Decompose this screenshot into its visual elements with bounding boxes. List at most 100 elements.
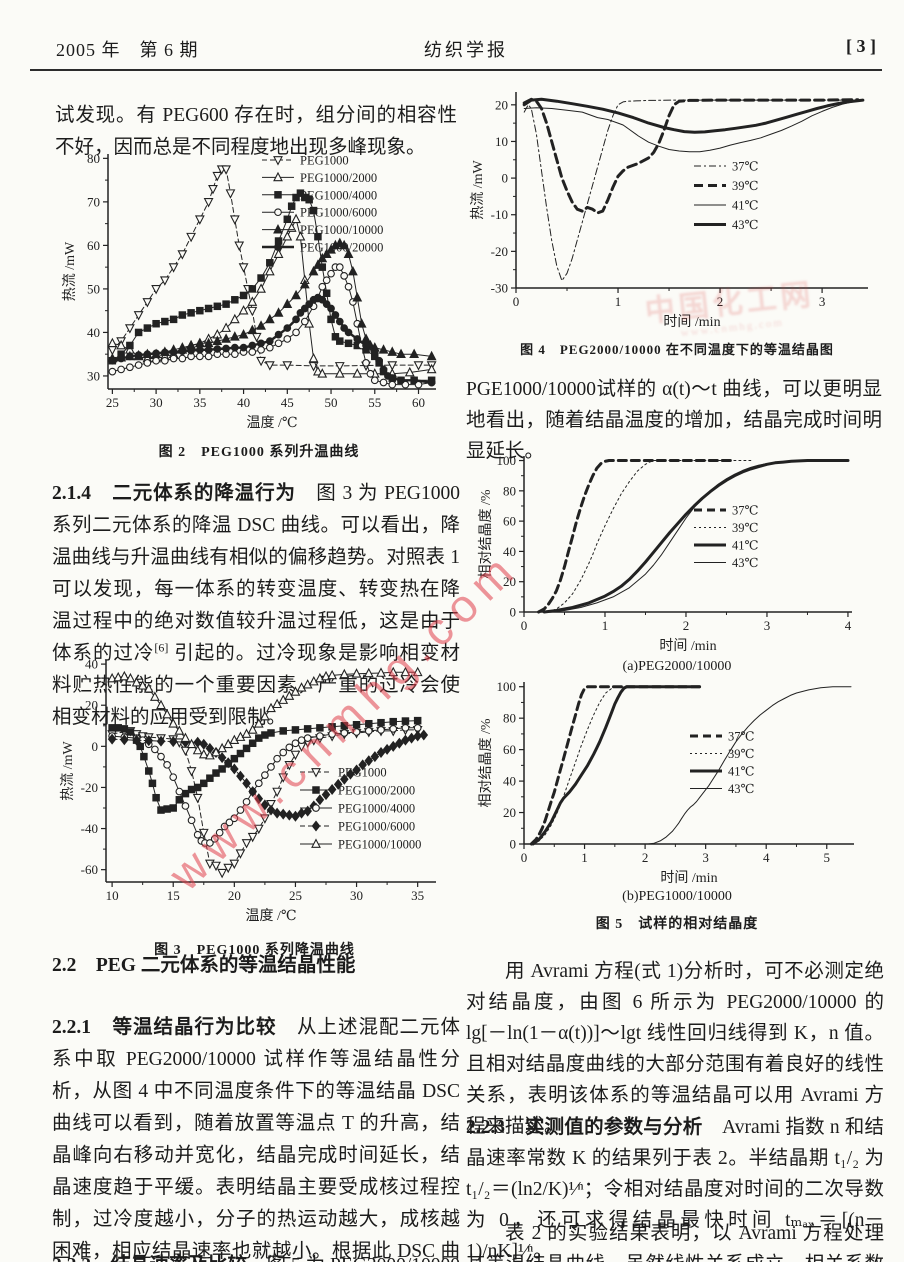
svg-text:PEG1000: PEG1000 bbox=[300, 154, 349, 168]
svg-text:热流 /mW: 热流 /mW bbox=[62, 241, 78, 301]
svg-text:20: 20 bbox=[503, 574, 516, 589]
svg-text:80: 80 bbox=[87, 151, 100, 166]
svg-text:41℃: 41℃ bbox=[732, 539, 759, 553]
sec214-heading: 2.1.4 二元体系的降温行为 bbox=[52, 482, 296, 504]
svg-text:0: 0 bbox=[502, 171, 509, 186]
svg-text:2: 2 bbox=[683, 618, 690, 633]
header-rule bbox=[30, 69, 882, 71]
svg-text:1: 1 bbox=[615, 294, 622, 309]
svg-text:2: 2 bbox=[642, 850, 649, 865]
svg-text:45: 45 bbox=[281, 395, 294, 410]
svg-text:0: 0 bbox=[92, 739, 99, 754]
svg-text:3: 3 bbox=[819, 294, 826, 309]
svg-text:60: 60 bbox=[412, 395, 425, 410]
fig2-chart: 25 30 35 40 45 50 55 60 30 40 50 60 70 80 温度 /℃ 热流 /mW P… bbox=[60, 142, 458, 439]
paragraph-avrami: 用 Avrami 方程(式 1)分析时，可不必测定绝对结晶度，由图 6 所示为 … bbox=[466, 960, 884, 1137]
svg-text:40: 40 bbox=[237, 395, 250, 410]
svg-text:40: 40 bbox=[85, 657, 98, 672]
svg-text:20: 20 bbox=[85, 698, 98, 713]
paragraph-sec222: 2.2.2 结晶速率及比较 图 5 为 PEG2000/10000及 bbox=[52, 1250, 460, 1262]
svg-text:PEG1000: PEG1000 bbox=[338, 766, 387, 780]
sec222-heading: 2.2.2 结晶速率及比较 bbox=[52, 1255, 247, 1262]
svg-text:PEG1000/6000: PEG1000/6000 bbox=[338, 820, 415, 834]
svg-text:100: 100 bbox=[497, 679, 517, 694]
paragraph-intro: 试发现。有 PEG600 存在时，组分间的相容性不好，因而总是不同程度地出现多峰… bbox=[55, 104, 457, 158]
svg-text:PEG1000/20000: PEG1000/20000 bbox=[300, 241, 383, 255]
svg-text:0: 0 bbox=[510, 605, 517, 620]
svg-text:20: 20 bbox=[495, 97, 508, 112]
sec221-text: 从上述混配二元体系中取 PEG2000/10000 试样作等温结晶性分析，从图 … bbox=[52, 1016, 460, 1262]
svg-text:10: 10 bbox=[106, 888, 119, 903]
svg-text:PEG1000/10000: PEG1000/10000 bbox=[338, 838, 421, 852]
svg-text:0: 0 bbox=[521, 618, 528, 633]
svg-text:50: 50 bbox=[87, 281, 100, 296]
svg-text:25: 25 bbox=[106, 395, 119, 410]
svg-text:-10: -10 bbox=[491, 207, 508, 222]
svg-text:39℃: 39℃ bbox=[732, 521, 759, 535]
svg-text:40: 40 bbox=[87, 325, 100, 340]
svg-text:相对结晶度 /%: 相对结晶度 /% bbox=[478, 489, 494, 578]
svg-text:43℃: 43℃ bbox=[732, 218, 759, 232]
svg-text:热流 /mW: 热流 /mW bbox=[60, 740, 76, 800]
svg-text:-20: -20 bbox=[81, 780, 98, 795]
fig3-caption: 图 3 PEG1000 系列降温曲线 bbox=[154, 943, 355, 958]
fig5b-subcaption: (b)PEG1000/10000 bbox=[622, 889, 732, 904]
svg-text:39℃: 39℃ bbox=[728, 747, 755, 761]
fig2-caption: 图 2 PEG1000 系列升温曲线 bbox=[158, 445, 360, 460]
figure-5b: 0 1 2 3 4 5 0 20 40 60 80 100 时间 /min 相对结晶度 /% 37℃ 39℃ 4… bbox=[472, 674, 882, 933]
svg-text:30: 30 bbox=[87, 368, 100, 383]
svg-text:20: 20 bbox=[503, 805, 516, 820]
svg-text:-40: -40 bbox=[81, 821, 98, 836]
svg-text:1: 1 bbox=[581, 850, 588, 865]
figure-5a: 0 1 2 3 4 0 20 40 60 80 100 时间 /min 相对结晶度 /% 37℃ 39℃ 41… bbox=[472, 448, 882, 675]
page-header: 2005 年 第 6 期 纺织学报 [ 3 ] bbox=[56, 36, 876, 62]
svg-text:15: 15 bbox=[167, 888, 180, 903]
header-issue: 2005 年 第 6 期 bbox=[56, 40, 199, 60]
svg-text:时间 /min: 时间 /min bbox=[660, 870, 717, 884]
svg-text:0: 0 bbox=[521, 850, 528, 865]
paragraph-sec221: 2.2.1 等温结晶行为比较 从上述混配二元体系中取 PEG2000/10000… bbox=[52, 1012, 460, 1262]
svg-text:55: 55 bbox=[368, 395, 381, 410]
svg-text:PEG1000/10000: PEG1000/10000 bbox=[300, 223, 383, 237]
svg-text:39℃: 39℃ bbox=[732, 179, 759, 193]
svg-text:温度 /℃: 温度 /℃ bbox=[245, 908, 296, 924]
svg-text:80: 80 bbox=[503, 711, 516, 726]
svg-text:40: 40 bbox=[503, 544, 516, 559]
svg-text:20: 20 bbox=[228, 888, 241, 903]
svg-text:4: 4 bbox=[845, 618, 852, 633]
svg-text:PEG1000/2000: PEG1000/2000 bbox=[300, 171, 377, 185]
svg-text:35: 35 bbox=[411, 888, 424, 903]
svg-text:50: 50 bbox=[325, 395, 338, 410]
header-journal-title: 纺织学报 bbox=[423, 40, 508, 60]
svg-text:时间 /min: 时间 /min bbox=[663, 314, 720, 330]
svg-text:-30: -30 bbox=[491, 281, 508, 296]
svg-text:5: 5 bbox=[824, 850, 831, 865]
sec221-heading: 2.2.1 等温结晶行为比较 bbox=[52, 1016, 277, 1038]
svg-text:PEG1000/4000: PEG1000/4000 bbox=[338, 802, 415, 816]
sec223-text: Avrami 指数 n 和结晶速率常数 K 的结果列于表 2。半结晶期 t₁/₂… bbox=[466, 1116, 884, 1262]
svg-text:41℃: 41℃ bbox=[728, 765, 755, 779]
svg-text:0: 0 bbox=[510, 837, 517, 852]
fig5-caption: 图 5 试样的相对结晶度 bbox=[595, 917, 759, 932]
svg-text:时间 /min: 时间 /min bbox=[659, 638, 716, 654]
svg-text:热流 /mW: 热流 /mW bbox=[470, 159, 486, 219]
sec222-text: 图 5 为 PEG2000/10000及 bbox=[52, 1255, 460, 1262]
svg-text:37℃: 37℃ bbox=[732, 160, 759, 174]
svg-text:3: 3 bbox=[764, 618, 771, 633]
svg-text:60: 60 bbox=[503, 742, 516, 757]
svg-text:PEG1000/6000: PEG1000/6000 bbox=[300, 206, 377, 220]
header-page-number: [ 3 ] bbox=[845, 36, 876, 56]
fig4-chart: 0 1 2 3 -30 -20 -10 0 10 20 时间 /min 热流 /mW 37℃ 39℃ 41℃… bbox=[466, 86, 888, 337]
svg-text:100: 100 bbox=[497, 453, 517, 468]
figure-3: 10 15 20 25 30 35 -60 -40 -20 0 20 40 温度 /℃ 热流 /mW PEG… bbox=[52, 650, 457, 959]
svg-text:-60: -60 bbox=[81, 862, 98, 877]
svg-text:37℃: 37℃ bbox=[728, 730, 755, 744]
svg-text:70: 70 bbox=[87, 194, 100, 209]
sec223-heading: 2.2.3 实测值的参数与分析 bbox=[466, 1116, 703, 1138]
svg-text:35: 35 bbox=[193, 395, 206, 410]
svg-text:41℃: 41℃ bbox=[732, 199, 759, 213]
svg-text:60: 60 bbox=[503, 514, 516, 529]
svg-text:0: 0 bbox=[513, 294, 520, 309]
citation-ref-6: [6] bbox=[154, 640, 169, 654]
